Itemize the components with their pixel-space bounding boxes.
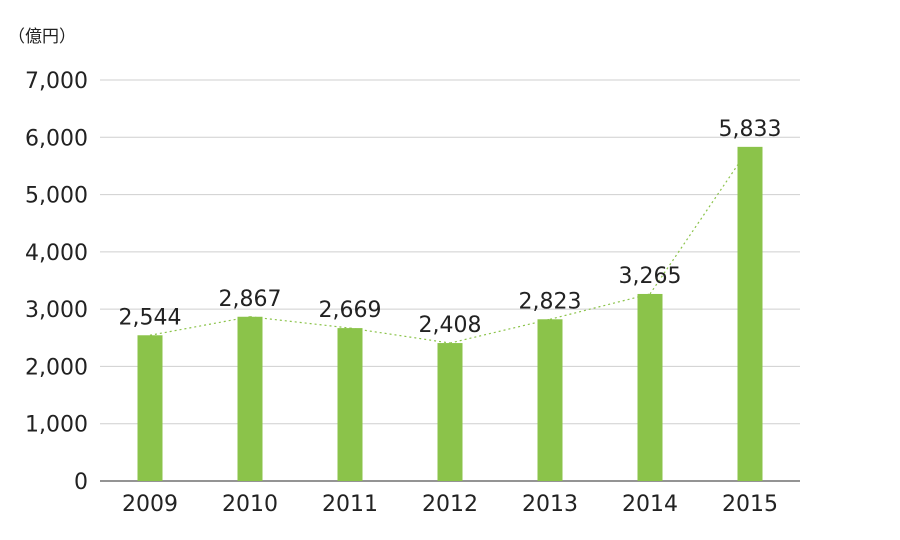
data-labels: 2,544 2,867 2,669 2,408 2,823 3,265 5,833: [119, 117, 782, 338]
data-label: 3,265: [619, 264, 682, 289]
trend-segment: [349, 327, 451, 344]
x-tick-label: 2012: [422, 492, 478, 517]
x-tick-label: 2009: [122, 492, 178, 517]
data-label: 2,669: [319, 298, 382, 323]
trend-segment: [549, 293, 651, 320]
y-tick-label: 0: [74, 470, 88, 495]
y-tick-label: 5,000: [25, 184, 88, 209]
bar: [537, 319, 563, 481]
x-tick-label: 2011: [322, 492, 378, 517]
unit-label: （億円）: [8, 27, 76, 47]
bar: [437, 343, 463, 481]
x-axis: 2009 2010 2011 2012 2013 2014 2015: [122, 492, 778, 517]
grid-layer: [100, 79, 800, 482]
trend-segment: [149, 316, 251, 336]
data-label: 2,823: [519, 289, 582, 314]
trend-line: [149, 146, 751, 344]
y-tick-label: 4,000: [25, 241, 88, 266]
y-tick-label: 7,000: [25, 69, 88, 94]
y-tick-label: 6,000: [25, 126, 88, 151]
y-tick-label: 1,000: [25, 413, 88, 438]
bar: [737, 146, 763, 482]
bar: [237, 316, 263, 481]
y-axis: 0 1,000 2,000 3,000 4,000 5,000 6,000 7,000: [25, 69, 88, 495]
x-tick-label: 2014: [622, 492, 678, 517]
x-tick-label: 2010: [222, 492, 278, 517]
y-tick-label: 3,000: [25, 298, 88, 323]
y-tick-label: 2,000: [25, 355, 88, 380]
bar: [637, 293, 663, 481]
bars: [137, 146, 763, 482]
x-tick-label: 2013: [522, 492, 578, 517]
trend-segment: [449, 318, 551, 344]
data-label: 2,408: [419, 313, 482, 338]
data-label: 5,833: [719, 117, 782, 142]
trend-segment: [249, 316, 351, 329]
bar: [137, 335, 163, 481]
x-tick-label: 2015: [722, 492, 778, 517]
bar: [337, 328, 363, 481]
data-label: 2,867: [219, 287, 282, 312]
data-label: 2,544: [119, 305, 182, 330]
